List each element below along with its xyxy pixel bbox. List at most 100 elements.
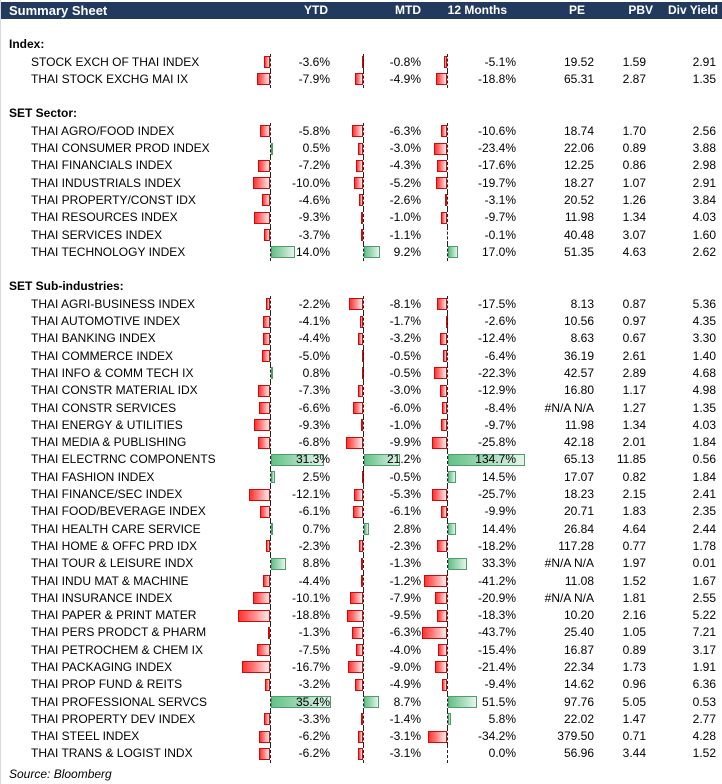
table-row: THAI TOUR & LEISURE INDX 8.8% -1.3% 33.3% #N… [1, 555, 722, 573]
zero-axis-line [447, 607, 448, 625]
mtd-value: -6.0% [389, 400, 421, 415]
zero-axis-line [270, 157, 271, 175]
m12-value: -5.1% [484, 54, 516, 69]
ytd-value: -3.3% [298, 711, 330, 726]
zero-axis-line [270, 589, 271, 608]
row-label: THAI CONSTR MATERIAL IDX [31, 383, 198, 398]
mtd-value: -5.2% [389, 175, 421, 190]
ytd-value: -4.6% [298, 192, 330, 207]
negative-data-bar [443, 350, 447, 363]
pe-value: 379.50 [557, 729, 594, 744]
positive-data-bar [448, 696, 478, 709]
div-yield-value: 3.88 [692, 141, 716, 156]
pe-value: 56.96 [563, 746, 594, 761]
row-label: THAI CONSUMER PROD INDEX [31, 141, 210, 156]
row-label: THAI PAPER & PRINT MATER [31, 608, 197, 623]
pe-value: 11.08 [564, 573, 594, 588]
mtd-value: -0.5% [389, 469, 421, 484]
div-yield-value: 4.28 [692, 729, 716, 744]
m12-value: -23.4% [477, 141, 516, 156]
pe-value: 97.76 [563, 694, 594, 709]
table-row: THAI PROPERTY DEV INDEX -3.3% -1.4% 5.8% 22.… [1, 710, 722, 729]
mtd-value: -3.1% [389, 729, 421, 744]
pbv-value: 1.83 [622, 504, 646, 519]
table-row: THAI INSURANCE INDEX -10.1% -7.9% -20.9% #N/… [1, 589, 722, 608]
negative-data-bar [360, 315, 363, 328]
zero-axis-line [363, 209, 364, 227]
table-row: THAI FINANCE/SEC INDEX -12.1% -5.3% -25.7% 1… [1, 486, 722, 504]
zero-axis-line [363, 537, 364, 556]
zero-axis-line [270, 70, 271, 89]
positive-data-bar [271, 453, 325, 466]
pbv-value: 1.73 [622, 659, 646, 674]
negative-data-bar [256, 73, 270, 86]
m12-value: -9.9% [484, 504, 516, 519]
row-label: THAI BANKING INDEX [31, 331, 156, 346]
negative-data-bar [257, 159, 270, 172]
zero-axis-line [363, 347, 364, 365]
positive-data-bar [448, 246, 458, 259]
mtd-value: -6.3% [389, 625, 421, 640]
div-yield-value: 2.91 [692, 175, 716, 190]
row-label: THAI INSURANCE INDEX [31, 590, 173, 605]
row-label: THAI ELECTRNC COMPONENTS [31, 452, 216, 467]
negative-data-bar [349, 592, 363, 605]
pe-value: 26.84 [563, 521, 594, 536]
negative-data-bar [427, 730, 447, 743]
m12-value: -17.5% [477, 296, 516, 311]
pbv-value: 1.52 [622, 573, 646, 588]
row-label: THAI FOOD/BEVERAGE INDEX [31, 504, 206, 519]
footer-row: Source: Bloomberg [1, 766, 722, 783]
pbv-value: 0.77 [622, 538, 646, 553]
table-row: THAI ENERGY & UTILITIES -9.3% -1.0% -9.7% 11… [1, 416, 722, 435]
ytd-value: -9.3% [298, 210, 330, 225]
div-yield-value: 2.56 [692, 123, 716, 138]
row-label: THAI TOUR & LEISURE INDX [31, 556, 194, 571]
negative-data-bar [263, 56, 270, 69]
negative-data-bar [264, 678, 270, 691]
m12-value: -15.4% [477, 642, 516, 657]
ytd-value: -18.8% [291, 608, 330, 623]
pe-value: 11.98 [564, 417, 594, 432]
pe-value: 11.98 [564, 210, 594, 225]
table-body: Index: STOCK EXCH OF THAI INDEX -3.6% -0.8%… [1, 19, 722, 763]
negative-data-bar [267, 626, 270, 639]
negative-data-bar [352, 505, 363, 518]
negative-data-bar [361, 419, 364, 432]
negative-data-bar [262, 194, 270, 207]
zero-axis-line [447, 295, 448, 314]
positive-data-bar [448, 523, 457, 536]
ytd-value: -6.6% [298, 400, 330, 415]
m12-value: 14.5% [481, 469, 516, 484]
mtd-value: -4.9% [389, 71, 421, 86]
ytd-value: -2.3% [298, 538, 330, 553]
table-row: THAI HOME & OFFC PRD IDX -2.3% -2.3% -18.2%… [1, 537, 722, 556]
row-label: THAI PERS PRODCT & PHARM [31, 625, 207, 640]
negative-data-bar [445, 194, 448, 207]
mtd-value: -9.9% [389, 435, 421, 450]
zero-axis-line [270, 295, 271, 314]
negative-data-bar [254, 211, 270, 224]
zero-axis-line [447, 486, 448, 504]
ytd-value: -3.2% [298, 677, 330, 692]
pbv-value: 1.47 [622, 711, 646, 726]
m12-value: -2.6% [484, 314, 516, 329]
negative-data-bar [438, 644, 447, 657]
mtd-value: -6.1% [389, 504, 421, 519]
pe-value: 20.52 [563, 192, 594, 207]
zero-axis-line [270, 364, 271, 383]
m12-value: -18.3% [477, 608, 516, 623]
m12-value: 17.0% [481, 244, 516, 259]
zero-axis-line [363, 330, 364, 348]
zero-axis-line [363, 589, 364, 608]
zero-axis-line [363, 70, 364, 89]
div-yield-value: 1.52 [692, 746, 716, 761]
zero-axis-line [447, 140, 448, 158]
zero-axis-line [270, 313, 271, 331]
negative-data-bar [435, 592, 447, 605]
m12-value: -22.3% [477, 365, 516, 380]
row-label: THAI FINANCIALS INDEX [31, 158, 173, 173]
pe-value: 22.06 [563, 141, 594, 156]
negative-data-bar [439, 384, 447, 397]
